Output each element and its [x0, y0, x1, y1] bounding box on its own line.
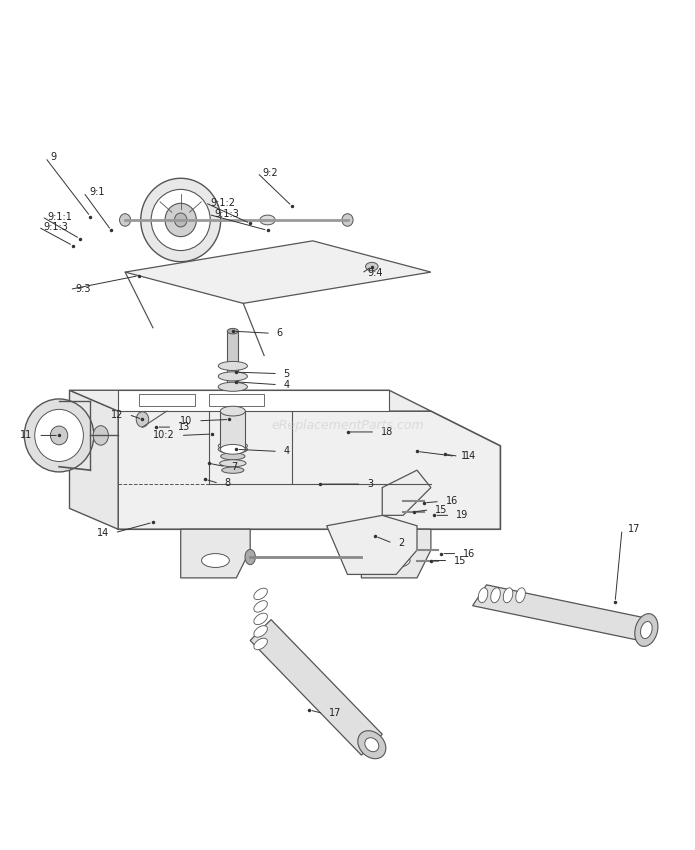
Text: 15: 15: [435, 505, 448, 515]
Ellipse shape: [120, 213, 131, 226]
Polygon shape: [125, 241, 431, 303]
Ellipse shape: [221, 453, 245, 460]
Polygon shape: [327, 515, 417, 575]
Ellipse shape: [220, 460, 246, 467]
Ellipse shape: [358, 731, 386, 759]
Text: 12: 12: [111, 410, 123, 420]
Text: 19: 19: [456, 510, 468, 520]
Text: 9:1:2: 9:1:2: [211, 197, 236, 207]
Ellipse shape: [218, 371, 247, 381]
Text: 4: 4: [284, 446, 290, 456]
Ellipse shape: [365, 738, 379, 751]
Text: 9:4: 9:4: [367, 269, 382, 279]
Text: 9:1:3: 9:1:3: [44, 222, 69, 232]
Text: 11: 11: [20, 430, 33, 440]
Ellipse shape: [152, 190, 211, 251]
Text: 9: 9: [51, 152, 57, 162]
Polygon shape: [382, 470, 431, 515]
Text: 10:2: 10:2: [154, 430, 175, 440]
Ellipse shape: [260, 215, 275, 225]
Polygon shape: [118, 411, 500, 530]
Polygon shape: [181, 530, 250, 578]
Text: 5: 5: [284, 369, 290, 378]
Ellipse shape: [222, 467, 244, 473]
Text: 15: 15: [454, 556, 466, 565]
Ellipse shape: [641, 621, 652, 638]
Polygon shape: [250, 620, 382, 755]
Ellipse shape: [218, 442, 247, 450]
Text: 3: 3: [367, 479, 373, 489]
Polygon shape: [220, 411, 245, 450]
Polygon shape: [208, 394, 264, 406]
Ellipse shape: [227, 328, 238, 334]
Ellipse shape: [24, 399, 94, 472]
Text: 9:3: 9:3: [75, 285, 90, 294]
Ellipse shape: [218, 445, 247, 454]
Text: eReplacementParts.com: eReplacementParts.com: [271, 418, 424, 432]
Polygon shape: [227, 332, 238, 383]
Ellipse shape: [254, 588, 268, 599]
Text: 18: 18: [381, 427, 393, 437]
Ellipse shape: [140, 178, 221, 262]
Ellipse shape: [245, 549, 256, 564]
Ellipse shape: [136, 411, 149, 427]
Text: 17: 17: [628, 524, 640, 535]
Text: 7: 7: [231, 462, 238, 472]
Ellipse shape: [254, 638, 268, 649]
Text: 1: 1: [461, 451, 467, 462]
Ellipse shape: [35, 410, 83, 462]
Polygon shape: [70, 390, 118, 530]
Polygon shape: [70, 390, 431, 411]
Ellipse shape: [218, 361, 247, 371]
Ellipse shape: [342, 213, 353, 226]
Text: 16: 16: [463, 548, 475, 558]
Ellipse shape: [635, 614, 658, 646]
Text: 9:2: 9:2: [263, 167, 278, 178]
Ellipse shape: [516, 588, 525, 603]
Text: 17: 17: [329, 708, 341, 718]
Ellipse shape: [254, 613, 268, 625]
Text: 14: 14: [97, 528, 109, 538]
Text: 6: 6: [277, 328, 283, 338]
Ellipse shape: [503, 588, 513, 603]
Ellipse shape: [254, 601, 268, 612]
Ellipse shape: [220, 406, 245, 416]
Ellipse shape: [218, 382, 247, 391]
Ellipse shape: [357, 549, 367, 564]
Ellipse shape: [93, 426, 108, 445]
Polygon shape: [361, 530, 431, 578]
Polygon shape: [118, 390, 389, 411]
Text: 9:1:3: 9:1:3: [214, 209, 239, 219]
Text: 4: 4: [284, 380, 290, 389]
Ellipse shape: [174, 213, 187, 227]
Text: 10: 10: [180, 416, 193, 426]
Text: 2: 2: [398, 538, 404, 548]
Text: 16: 16: [445, 496, 458, 507]
Polygon shape: [473, 585, 653, 640]
Ellipse shape: [254, 626, 268, 638]
Text: 14: 14: [464, 451, 477, 462]
Text: 13: 13: [178, 422, 190, 432]
Text: 9:1: 9:1: [89, 187, 104, 197]
Text: 8: 8: [224, 479, 231, 489]
Ellipse shape: [165, 203, 197, 236]
Ellipse shape: [220, 445, 245, 454]
Ellipse shape: [478, 588, 488, 603]
Ellipse shape: [491, 588, 500, 603]
Polygon shape: [139, 394, 195, 406]
Text: 9:1:1: 9:1:1: [47, 212, 72, 222]
Ellipse shape: [51, 426, 68, 445]
Ellipse shape: [382, 553, 410, 568]
Ellipse shape: [202, 553, 229, 568]
Ellipse shape: [366, 263, 378, 270]
